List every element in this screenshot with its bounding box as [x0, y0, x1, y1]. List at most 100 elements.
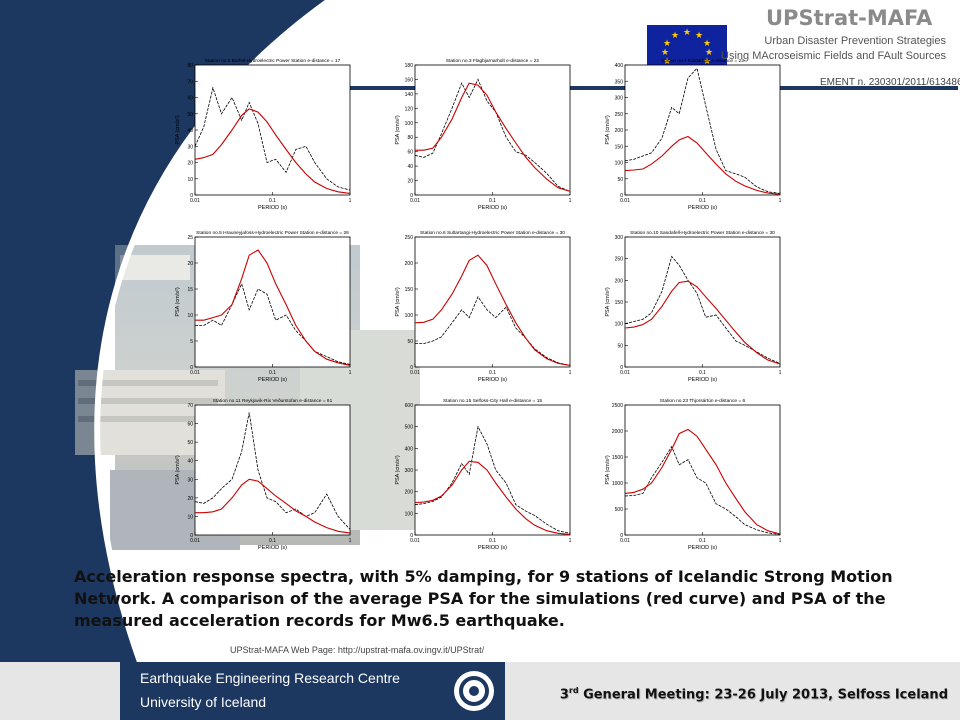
plot-frame: [414, 236, 571, 368]
svg-text:★: ★: [695, 31, 703, 41]
y-axis-label: PSA (cm/s²): [175, 455, 181, 485]
svg-text:★: ★: [661, 48, 669, 58]
x-axis-label: PERIOD (s): [258, 377, 287, 383]
y-tick-label: 0: [410, 193, 413, 199]
y-tick-label: 120: [405, 106, 414, 112]
spectrum-panel: Station no.5 Hrauneyjafoss-Hydroelectric…: [175, 230, 352, 383]
y-tick-label: 500: [405, 425, 414, 431]
x-tick-label: 0.01: [190, 370, 200, 376]
y-tick-label: 150: [615, 300, 624, 306]
y-tick-label: 150: [405, 287, 414, 293]
y-tick-label: 600: [405, 403, 414, 409]
x-tick-label: 0.01: [190, 198, 200, 204]
x-tick-label: 0.1: [269, 538, 276, 544]
y-tick-label: 50: [617, 343, 623, 349]
y-tick-label: 100: [615, 161, 624, 167]
y-tick-label: 15: [187, 287, 193, 293]
spectrum-panel: Station no.4 Kaldarholt e-distance = 23 0…: [605, 58, 782, 211]
y-tick-label: 250: [405, 235, 414, 241]
svg-text:★: ★: [663, 57, 671, 67]
x-tick-label: 1: [569, 370, 572, 376]
university-seal-icon: [454, 671, 494, 711]
simulation-series: [624, 135, 781, 195]
y-tick-label: 350: [615, 79, 624, 85]
y-tick-label: 150: [615, 144, 624, 150]
y-tick-label: 0: [620, 365, 623, 371]
spectrum-panel: Station no.10 Sandafell-Hydroelectric Po…: [605, 230, 782, 383]
simulation-series: [415, 82, 571, 192]
y-tick-label: 10: [187, 313, 193, 319]
project-logo-line2: Using MAcroseismic Fields and FAult Sour…: [721, 50, 946, 62]
x-tick-label: 1: [569, 538, 572, 544]
y-tick-label: 0: [190, 193, 193, 199]
y-tick-label: 200: [405, 490, 414, 496]
web-page-url: UPStrat-MAFA Web Page: http://upstrat-ma…: [230, 645, 485, 655]
x-tick-label: 0.1: [269, 370, 276, 376]
institution-name: Earthquake Engineering Research Centre: [140, 670, 400, 686]
measured-series: [624, 445, 781, 535]
y-tick-label: 60: [187, 422, 193, 428]
x-tick-label: 0.1: [269, 198, 276, 204]
y-tick-label: 2000: [612, 429, 623, 435]
y-tick-label: 100: [405, 511, 414, 517]
panel-title: Station no.6 Sultartangi-Hydroelectric P…: [420, 230, 565, 236]
y-tick-label: 400: [405, 446, 414, 452]
simulation-series: [194, 108, 351, 194]
plot-frame: [624, 404, 781, 536]
panel-title: Station no.4 Kaldarholt e-distance = 23: [661, 58, 744, 64]
y-tick-label: 100: [615, 322, 624, 328]
y-tick-label: 100: [405, 121, 414, 127]
spectrum-panel: Station no.11 Reykjavik-Rix Veðurstofan …: [175, 397, 352, 550]
y-axis-label: PSA (cm/s²): [605, 115, 611, 145]
plot-frame: [414, 64, 571, 196]
plot-frame: [624, 236, 781, 368]
slide-caption: Acceleration response spectra, with 5% d…: [74, 567, 893, 630]
spectrum-panel: Station no.6 Sultartangi-Hydroelectric P…: [395, 230, 572, 383]
y-tick-label: 50: [187, 112, 193, 118]
x-tick-label: 1: [349, 370, 352, 376]
spectrum-panel: Station no.23 Thjorsártún e-distance = 6…: [605, 398, 782, 550]
y-tick-label: 300: [615, 235, 624, 241]
y-axis-label: PSA (cm/s²): [605, 287, 611, 317]
svg-text:★: ★: [671, 31, 679, 41]
x-tick-label: 0.1: [489, 538, 496, 544]
y-tick-label: 30: [187, 477, 193, 483]
y-tick-label: 20: [407, 179, 413, 185]
panel-title: Station no.5 Hrauneyjafoss-Hydroelectric…: [196, 230, 349, 236]
y-tick-label: 50: [187, 440, 193, 446]
x-tick-label: 0.01: [190, 538, 200, 544]
measured-series: [194, 86, 351, 191]
y-tick-label: 160: [405, 77, 414, 83]
y-tick-label: 400: [615, 63, 624, 69]
svg-text:★: ★: [703, 39, 711, 49]
grant-agreement: EMENT n. 230301/2011/613486/SUB/A5: [820, 77, 960, 88]
x-tick-label: 1: [779, 198, 782, 204]
y-tick-label: 50: [407, 339, 413, 345]
y-tick-label: 1500: [612, 455, 623, 461]
y-tick-label: 25: [187, 235, 193, 241]
spectrum-panel: Station no.3 Flagbjarnarholt e-distance …: [395, 58, 572, 211]
y-tick-label: 80: [187, 63, 193, 69]
x-tick-label: 0.01: [620, 198, 630, 204]
x-tick-label: 0.1: [699, 198, 706, 204]
y-tick-label: 40: [407, 164, 413, 170]
y-tick-label: 20: [187, 261, 193, 267]
y-tick-label: 100: [405, 313, 414, 319]
x-tick-label: 1: [569, 198, 572, 204]
measured-series: [415, 295, 571, 366]
simulation-series: [195, 478, 351, 534]
panel-title: Station no.10 Sandafell-Hydroelectric Po…: [630, 230, 775, 236]
institution-box: [120, 662, 505, 720]
panel-title: Station no.23 Thjorsártún e-distance = 6: [660, 398, 746, 404]
y-tick-label: 200: [615, 128, 624, 134]
y-tick-label: 250: [615, 112, 624, 118]
y-tick-label: 60: [407, 150, 413, 156]
x-axis-label: PERIOD (s): [258, 545, 287, 550]
y-tick-label: 300: [405, 468, 414, 474]
x-axis-label: PERIOD (s): [478, 377, 507, 383]
project-logo-title: UPStrat-MAFA: [766, 6, 933, 30]
x-tick-label: 0.01: [620, 370, 630, 376]
x-tick-label: 1: [349, 538, 352, 544]
y-axis-label: PSA (cm/s²): [395, 455, 401, 485]
simulation-series: [414, 460, 571, 535]
